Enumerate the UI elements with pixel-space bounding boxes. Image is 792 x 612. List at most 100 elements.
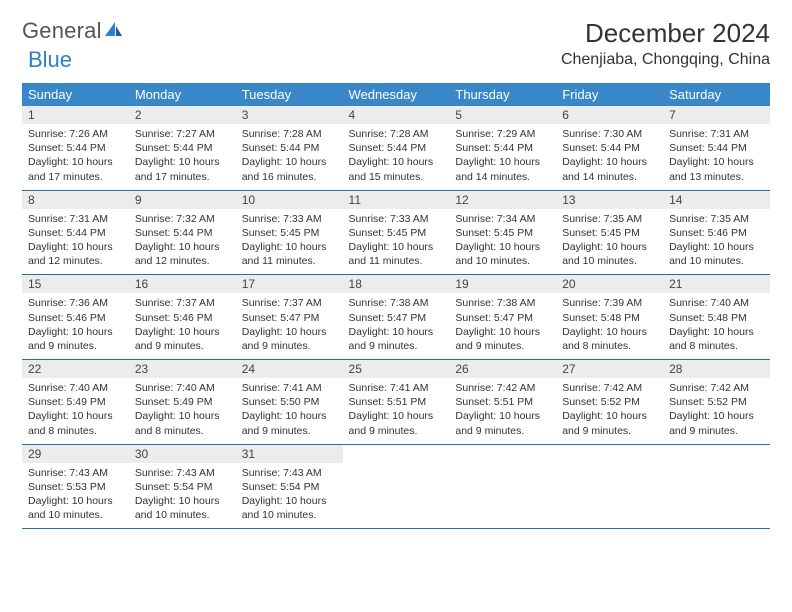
sunrise-line: Sunrise: 7:31 AM — [28, 212, 123, 226]
calendar-day-cell: 7 Sunrise: 7:31 AMSunset: 5:44 PMDaylight… — [663, 106, 770, 190]
sunset-line: Sunset: 5:44 PM — [242, 141, 337, 155]
calendar-day-cell: 25Sunrise: 7:41 AMSunset: 5:51 PMDayligh… — [343, 360, 450, 445]
day-number: 12 — [449, 191, 556, 209]
calendar-day-cell: 2Sunrise: 7:27 AMSunset: 5:44 PMDaylight… — [129, 106, 236, 190]
calendar-day-cell: 10Sunrise: 7:33 AMSunset: 5:45 PMDayligh… — [236, 190, 343, 275]
daylight-line: Daylight: 10 hours and 14 minutes. — [455, 155, 550, 183]
daylight-line: Daylight: 10 hours and 9 minutes. — [669, 409, 764, 437]
daylight-line: Daylight: 10 hours and 12 minutes. — [28, 240, 123, 268]
sunset-line: Sunset: 5:51 PM — [349, 395, 444, 409]
sunset-line: Sunset: 5:54 PM — [135, 480, 230, 494]
calendar-day-cell: 30Sunrise: 7:43 AMSunset: 5:54 PMDayligh… — [129, 444, 236, 529]
daylight-line: Daylight: 10 hours and 15 minutes. — [349, 155, 444, 183]
daylight-line: Daylight: 10 hours and 9 minutes. — [135, 325, 230, 353]
daylight-line: Daylight: 10 hours and 9 minutes. — [28, 325, 123, 353]
sunrise-line: Sunrise: 7:32 AM — [135, 212, 230, 226]
sunrise-line: Sunrise: 7:30 AM — [562, 127, 657, 141]
calendar-day-cell: 4Sunrise: 7:28 AMSunset: 5:44 PMDaylight… — [343, 106, 450, 190]
daylight-line: Daylight: 10 hours and 11 minutes. — [242, 240, 337, 268]
sunrise-line: Sunrise: 7:35 AM — [562, 212, 657, 226]
day-number: 9 — [129, 191, 236, 209]
day-number: 2 — [129, 106, 236, 124]
daylight-line: Daylight: 10 hours and 10 minutes. — [135, 494, 230, 522]
sunrise-line: Sunrise: 7:41 AM — [242, 381, 337, 395]
day-body: Sunrise: 7:31 AMSunset: 5:44 PMDaylight:… — [22, 209, 129, 275]
sunrise-line: Sunrise: 7:43 AM — [135, 466, 230, 480]
calendar-day-cell: 26Sunrise: 7:42 AMSunset: 5:51 PMDayligh… — [449, 360, 556, 445]
calendar-day-cell: 22Sunrise: 7:40 AMSunset: 5:49 PMDayligh… — [22, 360, 129, 445]
sunrise-line: Sunrise: 7:37 AM — [242, 296, 337, 310]
sunrise-line: Sunrise: 7:35 AM — [669, 212, 764, 226]
sunset-line: Sunset: 5:53 PM — [28, 480, 123, 494]
day-body: Sunrise: 7:28 AMSunset: 5:44 PMDaylight:… — [343, 124, 450, 190]
day-body: Sunrise: 7:37 AMSunset: 5:47 PMDaylight:… — [236, 293, 343, 359]
daylight-line: Daylight: 10 hours and 13 minutes. — [669, 155, 764, 183]
day-number: 24 — [236, 360, 343, 378]
day-number: 7 — [663, 106, 770, 124]
daylight-line: Daylight: 10 hours and 10 minutes. — [455, 240, 550, 268]
day-number: 25 — [343, 360, 450, 378]
day-number: 4 — [343, 106, 450, 124]
day-body: Sunrise: 7:43 AMSunset: 5:54 PMDaylight:… — [236, 463, 343, 529]
day-number: 13 — [556, 191, 663, 209]
weekday-header: Sunday — [22, 83, 129, 106]
sunset-line: Sunset: 5:44 PM — [669, 141, 764, 155]
calendar-day-cell: 1Sunrise: 7:26 AMSunset: 5:44 PMDaylight… — [22, 106, 129, 190]
sunset-line: Sunset: 5:54 PM — [242, 480, 337, 494]
sunset-line: Sunset: 5:45 PM — [562, 226, 657, 240]
sunset-line: Sunset: 5:48 PM — [562, 311, 657, 325]
calendar-table: SundayMondayTuesdayWednesdayThursdayFrid… — [22, 83, 770, 529]
sunrise-line: Sunrise: 7:42 AM — [669, 381, 764, 395]
day-number: 27 — [556, 360, 663, 378]
sunset-line: Sunset: 5:45 PM — [455, 226, 550, 240]
day-number: 29 — [22, 445, 129, 463]
day-body: Sunrise: 7:40 AMSunset: 5:49 PMDaylight:… — [129, 378, 236, 444]
sunset-line: Sunset: 5:47 PM — [455, 311, 550, 325]
daylight-line: Daylight: 10 hours and 8 minutes. — [562, 325, 657, 353]
daylight-line: Daylight: 10 hours and 9 minutes. — [242, 409, 337, 437]
calendar-day-cell: 17Sunrise: 7:37 AMSunset: 5:47 PMDayligh… — [236, 275, 343, 360]
sunrise-line: Sunrise: 7:38 AM — [455, 296, 550, 310]
sunrise-line: Sunrise: 7:31 AM — [669, 127, 764, 141]
sunset-line: Sunset: 5:48 PM — [669, 311, 764, 325]
day-number: 8 — [22, 191, 129, 209]
sunset-line: Sunset: 5:46 PM — [28, 311, 123, 325]
day-number: 18 — [343, 275, 450, 293]
daylight-line: Daylight: 10 hours and 9 minutes. — [349, 325, 444, 353]
sunrise-line: Sunrise: 7:26 AM — [28, 127, 123, 141]
sunrise-line: Sunrise: 7:36 AM — [28, 296, 123, 310]
daylight-line: Daylight: 10 hours and 8 minutes. — [669, 325, 764, 353]
daylight-line: Daylight: 10 hours and 8 minutes. — [135, 409, 230, 437]
day-body: Sunrise: 7:35 AMSunset: 5:45 PMDaylight:… — [556, 209, 663, 275]
sunrise-line: Sunrise: 7:33 AM — [349, 212, 444, 226]
sunset-line: Sunset: 5:44 PM — [455, 141, 550, 155]
daylight-line: Daylight: 10 hours and 10 minutes. — [669, 240, 764, 268]
day-body: Sunrise: 7:37 AMSunset: 5:46 PMDaylight:… — [129, 293, 236, 359]
sunset-line: Sunset: 5:49 PM — [28, 395, 123, 409]
day-number: 1 — [22, 106, 129, 124]
calendar-day-cell — [663, 444, 770, 529]
daylight-line: Daylight: 10 hours and 14 minutes. — [562, 155, 657, 183]
sunset-line: Sunset: 5:46 PM — [669, 226, 764, 240]
day-body: Sunrise: 7:43 AMSunset: 5:54 PMDaylight:… — [129, 463, 236, 529]
daylight-line: Daylight: 10 hours and 11 minutes. — [349, 240, 444, 268]
sunrise-line: Sunrise: 7:34 AM — [455, 212, 550, 226]
logo-text-blue: Blue — [28, 47, 72, 72]
calendar-page: General December 2024 Chenjiaba, Chongqi… — [0, 0, 792, 539]
sunrise-line: Sunrise: 7:40 AM — [28, 381, 123, 395]
sunset-line: Sunset: 5:44 PM — [28, 226, 123, 240]
day-body: Sunrise: 7:43 AMSunset: 5:53 PMDaylight:… — [22, 463, 129, 529]
calendar-day-cell — [343, 444, 450, 529]
weekday-header: Tuesday — [236, 83, 343, 106]
sunrise-line: Sunrise: 7:33 AM — [242, 212, 337, 226]
daylight-line: Daylight: 10 hours and 9 minutes. — [562, 409, 657, 437]
sunset-line: Sunset: 5:46 PM — [135, 311, 230, 325]
day-body: Sunrise: 7:30 AMSunset: 5:44 PMDaylight:… — [556, 124, 663, 190]
sunset-line: Sunset: 5:44 PM — [135, 141, 230, 155]
day-body: Sunrise: 7:38 AMSunset: 5:47 PMDaylight:… — [449, 293, 556, 359]
sunset-line: Sunset: 5:52 PM — [669, 395, 764, 409]
sunset-line: Sunset: 5:52 PM — [562, 395, 657, 409]
calendar-day-cell: 15Sunrise: 7:36 AMSunset: 5:46 PMDayligh… — [22, 275, 129, 360]
day-body: Sunrise: 7:38 AMSunset: 5:47 PMDaylight:… — [343, 293, 450, 359]
calendar-day-cell: 13Sunrise: 7:35 AMSunset: 5:45 PMDayligh… — [556, 190, 663, 275]
